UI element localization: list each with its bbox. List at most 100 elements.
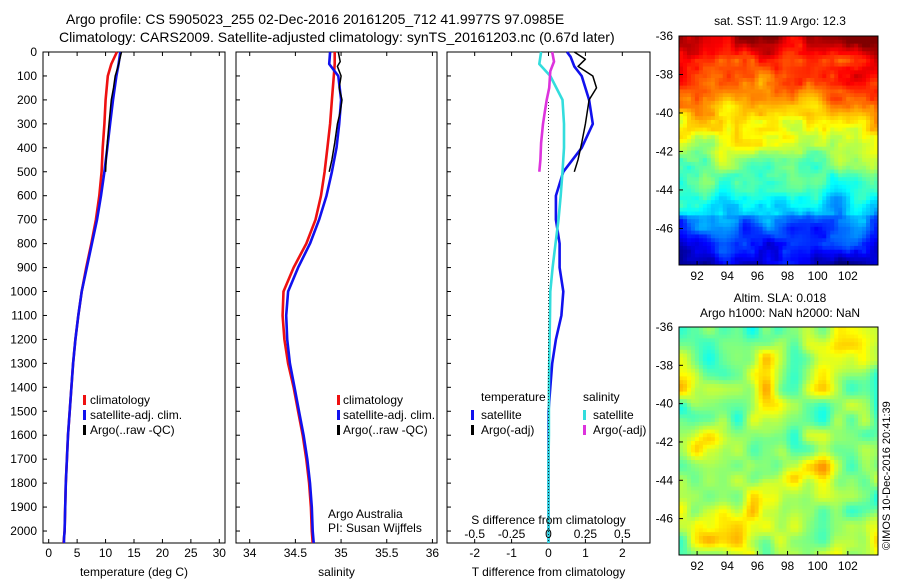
map-cell [822, 215, 827, 220]
map-cell [738, 150, 744, 155]
map-cell [794, 158, 799, 163]
map-cell [802, 43, 807, 48]
map-cell [802, 380, 807, 385]
map-cell [714, 353, 720, 358]
map-cell [786, 249, 791, 254]
map-cell [842, 249, 847, 254]
map-cell [846, 196, 851, 201]
map-cell [838, 230, 843, 235]
map-frame [678, 35, 879, 266]
map-cell [822, 452, 827, 457]
map-cell [822, 361, 827, 366]
map-cell [694, 196, 700, 201]
map-cell [770, 410, 775, 415]
map-cell [730, 146, 736, 151]
map-cell [758, 380, 763, 385]
map-cell [766, 422, 771, 427]
map-cell [726, 104, 732, 109]
map-cell [830, 334, 835, 339]
map-cell [766, 395, 771, 400]
map-cell [738, 410, 744, 415]
map-cell [758, 119, 763, 125]
map-cell [790, 444, 795, 449]
map-cell [766, 116, 771, 121]
y-tick-label: -42 [656, 144, 674, 158]
map-cell [798, 357, 803, 362]
map-cell [766, 234, 771, 239]
map-cell [866, 97, 871, 102]
map-cell [870, 165, 875, 170]
map-cell [862, 173, 867, 178]
map-cell [870, 85, 875, 90]
map-cell [814, 184, 819, 190]
map-cell [722, 349, 728, 354]
map-cell [858, 200, 863, 205]
map-cell [690, 437, 696, 442]
map-cell [742, 330, 748, 335]
map-cell [798, 452, 803, 457]
map-cell [738, 391, 744, 396]
map-cell [834, 410, 839, 415]
map-cell [810, 215, 815, 220]
map-cell [814, 215, 819, 220]
map-cell [810, 112, 815, 117]
map-cell [702, 154, 708, 159]
map-cell [818, 139, 823, 144]
map-cell [679, 245, 684, 251]
map-cell [862, 188, 867, 193]
map-cell [830, 51, 835, 56]
map-cell [786, 399, 791, 404]
map-cell [846, 58, 851, 64]
map-cell [874, 161, 879, 167]
map-cell [766, 365, 771, 370]
map-cell [858, 456, 863, 461]
map-cell [690, 150, 696, 155]
map-cell [722, 62, 728, 67]
map-cell [782, 437, 787, 442]
map-cell [710, 257, 716, 262]
map-cell [810, 74, 815, 79]
map-cell [774, 181, 779, 186]
map-cell [730, 89, 736, 94]
map-cell [690, 349, 696, 354]
map-cell [866, 158, 871, 163]
map-cell [762, 441, 767, 446]
map-cell [782, 338, 787, 343]
map-cell [782, 403, 787, 408]
map-cell [798, 74, 803, 79]
map-cell [814, 238, 819, 243]
map-cell [794, 184, 799, 190]
map-cell [814, 131, 819, 136]
map-cell [750, 150, 756, 155]
map-cell [838, 36, 843, 41]
map-cell [722, 177, 728, 182]
map-cell [766, 89, 771, 94]
map-cell [794, 211, 799, 216]
map-cell [754, 219, 759, 224]
map-cell [782, 372, 787, 377]
map-cell [758, 104, 763, 109]
map-cell [746, 444, 752, 449]
map-cell [862, 403, 867, 408]
map-cell [750, 36, 756, 41]
map-cell [754, 403, 759, 408]
map-cell [874, 146, 879, 151]
map-cell [874, 192, 879, 197]
map-cell [762, 158, 767, 163]
map-cell [758, 365, 763, 370]
map-cell [706, 62, 712, 67]
map-cell [718, 365, 724, 370]
map-cell [870, 391, 875, 396]
map-cell [822, 47, 827, 52]
map-cell [798, 422, 803, 427]
map-cell [770, 93, 775, 98]
map-cell [794, 346, 799, 351]
map-cell [838, 39, 843, 45]
map-cell [806, 58, 811, 64]
map-cell [750, 81, 756, 87]
map-cell [858, 429, 863, 434]
map-cell [722, 215, 728, 220]
map-cell [718, 245, 724, 251]
map-cell [802, 211, 807, 216]
map-cell [834, 365, 839, 370]
